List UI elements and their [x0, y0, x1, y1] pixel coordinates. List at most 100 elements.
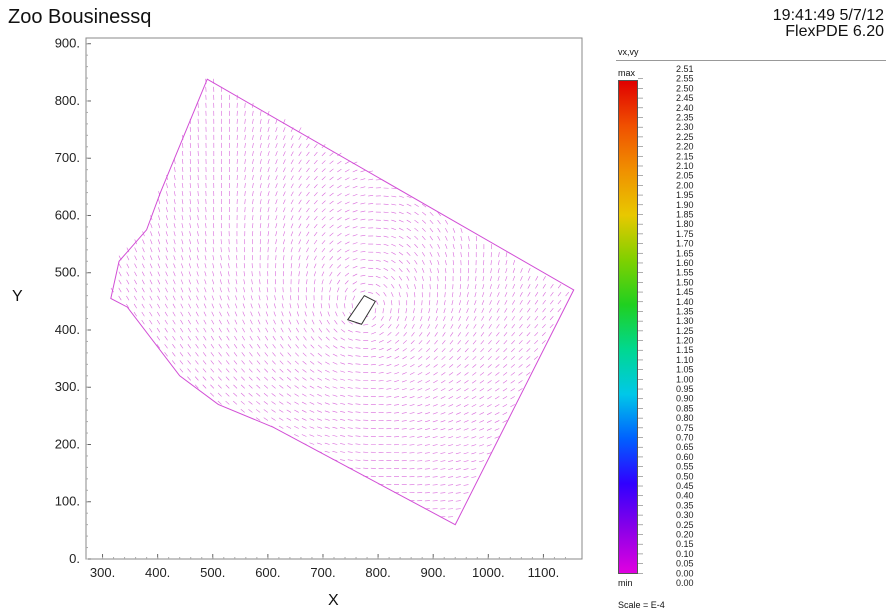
- vector-arrow: [267, 183, 270, 189]
- vector-arrow: [226, 327, 230, 333]
- vector-arrow: [321, 192, 326, 197]
- vector-arrow: [337, 209, 342, 213]
- vector-arrow: [259, 118, 262, 124]
- vector-arrow: [236, 158, 238, 164]
- vector-arrow: [236, 134, 238, 140]
- vector-arrow: [165, 287, 168, 293]
- vector-arrow: [472, 340, 477, 345]
- vector-arrow: [181, 175, 184, 181]
- vector-arrow: [250, 311, 253, 317]
- vector-arrow: [252, 118, 254, 124]
- vector-arrow: [275, 143, 278, 149]
- vector-arrow: [352, 185, 358, 189]
- vector-arrow: [283, 175, 286, 181]
- vector-arrow: [487, 372, 492, 376]
- vector-arrow: [437, 276, 439, 282]
- vector-arrow: [242, 303, 246, 309]
- vector-arrow: [406, 276, 410, 281]
- vector-arrow: [142, 263, 145, 269]
- vector-arrow: [534, 340, 539, 345]
- vector-arrow: [518, 372, 523, 376]
- domain-boundary: [110, 78, 575, 526]
- vector-arrow: [396, 324, 400, 329]
- vector-arrow: [475, 236, 478, 242]
- vector-arrow: [490, 260, 492, 266]
- legend-value-label: 1.15: [676, 345, 694, 355]
- vector-arrow: [211, 303, 215, 309]
- vector-arrow: [219, 319, 222, 325]
- vector-arrow: [313, 184, 318, 189]
- vector-arrow: [449, 332, 454, 337]
- vector-arrow: [403, 324, 408, 329]
- vector-arrow: [259, 167, 262, 173]
- vector-arrow: [313, 279, 316, 285]
- vector-arrow: [456, 380, 461, 384]
- vector-arrow: [158, 223, 161, 229]
- vector-arrow: [432, 484, 438, 486]
- vector-arrow: [448, 364, 454, 368]
- vector-arrow: [455, 444, 461, 447]
- vector-arrow: [440, 460, 446, 462]
- vector-arrow: [510, 396, 515, 400]
- vector-arrow: [386, 348, 392, 351]
- vector-arrow: [204, 247, 207, 253]
- vector-arrow: [440, 452, 446, 454]
- vector-arrow: [301, 426, 307, 429]
- vector-arrow: [141, 319, 145, 325]
- vector-arrow: [241, 335, 245, 341]
- vector-arrow: [134, 263, 137, 269]
- vector-arrow: [312, 311, 315, 317]
- y-tick-label: 800.: [55, 93, 80, 108]
- vector-arrow: [401, 380, 407, 383]
- vector-arrow: [189, 247, 192, 253]
- vector-arrow: [464, 348, 469, 353]
- vector-arrow: [297, 303, 300, 309]
- vector-arrow: [404, 316, 408, 322]
- vector-arrow: [482, 292, 485, 298]
- vector-arrow: [303, 327, 307, 333]
- vector-arrow: [275, 127, 278, 132]
- legend-value-label: 2.15: [676, 151, 694, 161]
- vector-arrow: [414, 219, 419, 224]
- vector-arrow: [218, 352, 222, 357]
- vector-arrow: [487, 412, 492, 415]
- vector-arrow: [435, 308, 438, 314]
- vector-arrow: [495, 364, 500, 368]
- vector-arrow: [452, 235, 455, 241]
- vector-arrow: [426, 348, 431, 353]
- vector-arrow: [419, 332, 423, 337]
- vector-arrow: [503, 324, 508, 329]
- vector-arrow: [360, 226, 366, 229]
- vector-arrow: [468, 236, 470, 242]
- vector-arrow: [526, 316, 531, 321]
- vector-arrow: [347, 387, 353, 389]
- vector-arrow: [118, 279, 122, 285]
- vector-arrow: [156, 319, 161, 325]
- vector-arrow: [283, 119, 286, 124]
- vector-arrow: [165, 295, 168, 301]
- vector-arrow: [321, 208, 326, 213]
- vector-arrow: [368, 203, 374, 205]
- vector-arrow: [244, 118, 246, 124]
- vector-arrow: [360, 274, 366, 277]
- vector-arrow: [212, 263, 215, 269]
- vector-arrow: [141, 271, 145, 277]
- vector-arrow: [275, 239, 277, 245]
- vector-arrow: [347, 403, 353, 405]
- vector-arrow: [402, 348, 407, 352]
- vector-arrow: [306, 167, 310, 173]
- vector-arrow: [481, 300, 485, 305]
- vector-arrow: [220, 247, 222, 253]
- vector-arrow: [421, 243, 426, 249]
- vector-arrow: [420, 308, 423, 314]
- vector-arrow: [378, 356, 384, 358]
- vector-arrow: [172, 295, 176, 301]
- vector-arrow: [457, 348, 461, 353]
- vector-arrow: [150, 231, 153, 237]
- vector-arrow: [289, 311, 292, 317]
- vector-arrow: [142, 247, 145, 253]
- vector-arrow: [482, 268, 485, 274]
- vector-arrow: [347, 395, 353, 397]
- vector-arrow: [283, 183, 286, 189]
